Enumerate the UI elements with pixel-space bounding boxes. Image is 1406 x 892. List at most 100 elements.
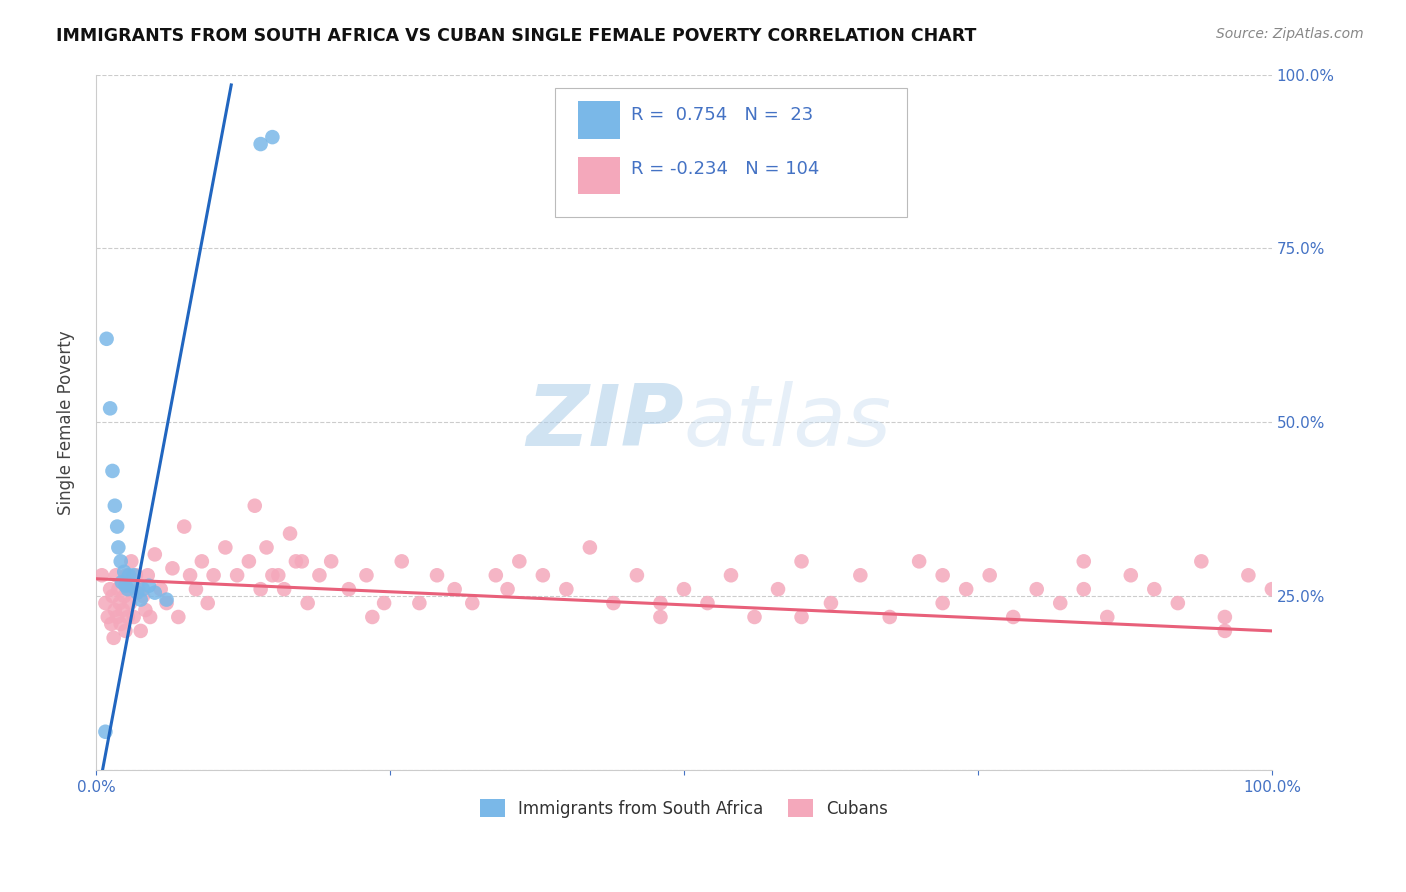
Point [127, 585, 149, 599]
Point [278, 526, 301, 541]
Point [122, 568, 145, 582]
Point [602, 596, 624, 610]
Point [132, 589, 155, 603]
Point [1073, 582, 1095, 597]
Text: Source: ZipAtlas.com: Source: ZipAtlas.com [1216, 27, 1364, 41]
Point [155, 596, 177, 610]
Point [262, 568, 284, 582]
Point [908, 554, 931, 568]
Point [173, 519, 195, 533]
Point [356, 568, 378, 582]
Point [90, 568, 112, 582]
Point [256, 541, 278, 555]
Point [1049, 596, 1071, 610]
Point [1143, 582, 1166, 597]
Point [139, 610, 162, 624]
Point [107, 541, 129, 555]
Point [149, 582, 172, 597]
Point [531, 568, 554, 582]
Point [118, 582, 141, 597]
Point [114, 579, 136, 593]
Text: ZIP: ZIP [526, 381, 683, 464]
Point [108, 596, 131, 610]
Point [117, 610, 139, 624]
Point [105, 568, 128, 582]
Point [143, 585, 166, 599]
Point [107, 582, 129, 597]
Point [308, 568, 330, 582]
Point [94, 724, 117, 739]
Point [105, 610, 128, 624]
Point [184, 582, 207, 597]
Point [111, 575, 134, 590]
Point [361, 610, 384, 624]
Point [879, 610, 901, 624]
Point [426, 568, 449, 582]
Point [110, 616, 132, 631]
Point [672, 582, 695, 597]
Point [162, 561, 184, 575]
Point [101, 589, 124, 603]
Point [820, 596, 842, 610]
Point [284, 554, 307, 568]
Point [485, 568, 508, 582]
Point [790, 610, 813, 624]
Point [373, 596, 395, 610]
Point [408, 596, 430, 610]
Point [134, 603, 156, 617]
Point [1002, 610, 1025, 624]
Point [1167, 596, 1189, 610]
Point [555, 582, 578, 597]
Point [1097, 610, 1119, 624]
Point [249, 137, 271, 152]
Point [120, 579, 142, 593]
Point [291, 554, 314, 568]
Point [650, 610, 672, 624]
Point [744, 610, 766, 624]
Point [114, 624, 136, 638]
Point [100, 616, 122, 631]
FancyBboxPatch shape [554, 88, 907, 217]
Point [931, 596, 953, 610]
Point [97, 610, 120, 624]
Point [267, 568, 290, 582]
Point [626, 568, 648, 582]
Point [103, 631, 125, 645]
FancyBboxPatch shape [578, 101, 620, 138]
Point [191, 554, 214, 568]
FancyBboxPatch shape [578, 157, 620, 194]
Point [125, 568, 148, 582]
Text: R =  0.754   N =  23: R = 0.754 N = 23 [631, 106, 813, 124]
Point [197, 596, 219, 610]
Point [117, 582, 139, 597]
Point [508, 554, 530, 568]
Point [979, 568, 1001, 582]
Point [132, 582, 155, 597]
Y-axis label: Single Female Poverty: Single Female Poverty [58, 330, 75, 515]
Point [118, 568, 141, 582]
Point [273, 582, 295, 597]
Point [110, 554, 132, 568]
Point [243, 499, 266, 513]
Point [650, 596, 672, 610]
Point [202, 568, 225, 582]
Point [167, 610, 190, 624]
Point [249, 582, 271, 597]
Point [120, 554, 142, 568]
Point [105, 519, 128, 533]
Text: atlas: atlas [683, 381, 891, 464]
Point [104, 499, 127, 513]
Text: IMMIGRANTS FROM SOUTH AFRICA VS CUBAN SINGLE FEMALE POVERTY CORRELATION CHART: IMMIGRANTS FROM SOUTH AFRICA VS CUBAN SI… [56, 27, 977, 45]
Point [931, 568, 953, 582]
Point [179, 568, 201, 582]
Point [112, 589, 135, 603]
Point [766, 582, 789, 597]
Point [720, 568, 742, 582]
Point [98, 582, 121, 597]
Point [115, 568, 138, 582]
Text: R = -0.234   N = 104: R = -0.234 N = 104 [631, 160, 820, 178]
Point [112, 565, 135, 579]
Point [443, 582, 465, 597]
Point [127, 582, 149, 597]
Point [122, 610, 145, 624]
